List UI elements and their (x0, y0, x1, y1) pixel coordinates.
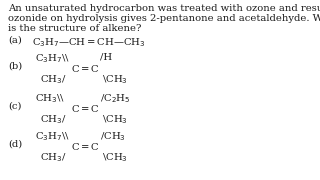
Text: (a): (a) (8, 36, 22, 45)
Text: An unsaturated hydrocarbon was treated with ozone and resulting: An unsaturated hydrocarbon was treated w… (8, 4, 320, 13)
Text: (d): (d) (8, 140, 22, 149)
Text: C$=$C: C$=$C (71, 103, 100, 114)
Text: ozonide on hydrolysis gives 2-pentanone and acetaldehyde. What: ozonide on hydrolysis gives 2-pentanone … (8, 14, 320, 23)
Text: C$_3$H$_7$\\: C$_3$H$_7$\\ (35, 130, 70, 143)
Text: CH$_3$\\: CH$_3$\\ (35, 92, 65, 105)
Text: \CH$_3$: \CH$_3$ (102, 151, 128, 164)
Text: CH$_3$/: CH$_3$/ (40, 151, 67, 164)
Text: (c): (c) (8, 102, 21, 111)
Text: /C$_2$H$_5$: /C$_2$H$_5$ (100, 92, 131, 105)
Text: CH$_3$/: CH$_3$/ (40, 73, 67, 86)
Text: C$=$C: C$=$C (71, 141, 100, 152)
Text: C$_3$H$_7$—CH$=$CH—CH$_3$: C$_3$H$_7$—CH$=$CH—CH$_3$ (32, 36, 146, 49)
Text: is the structure of alkene?: is the structure of alkene? (8, 24, 141, 33)
Text: /CH$_3$: /CH$_3$ (100, 130, 126, 143)
Text: C$=$C: C$=$C (71, 63, 100, 74)
Text: \CH$_3$: \CH$_3$ (102, 113, 128, 126)
Text: C$_3$H$_7$\\: C$_3$H$_7$\\ (35, 52, 70, 65)
Text: /H: /H (100, 52, 112, 61)
Text: (b): (b) (8, 62, 22, 71)
Text: \CH$_3$: \CH$_3$ (102, 73, 128, 86)
Text: CH$_3$/: CH$_3$/ (40, 113, 67, 126)
